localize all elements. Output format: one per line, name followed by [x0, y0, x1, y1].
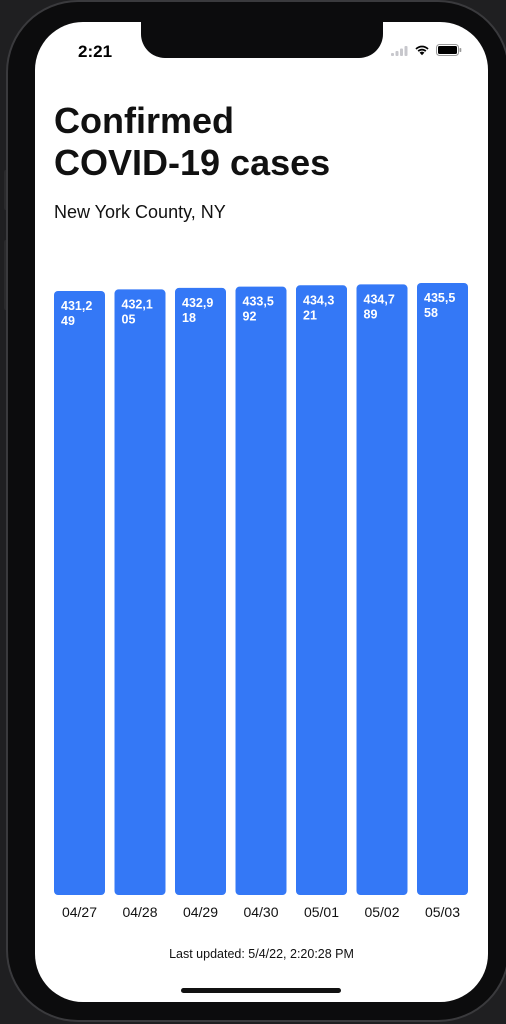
status-icons	[391, 44, 462, 56]
bar-value-label: 92	[243, 310, 257, 324]
title-line-2: COVID-19 cases	[54, 142, 331, 183]
bar-value-label: 58	[424, 306, 438, 320]
side-button	[4, 170, 8, 210]
page-title: Confirmed COVID-19 cases	[54, 100, 454, 184]
x-axis-tick-label: 05/02	[364, 904, 399, 920]
status-time: 2:21	[78, 42, 113, 61]
bar-value-label: 432,9	[182, 296, 213, 310]
cellular-signal-icon	[391, 45, 408, 56]
last-updated-label: Last updated: 5/4/22, 2:20:28 PM	[169, 947, 354, 961]
x-axis-tick-label: 04/28	[122, 904, 157, 920]
home-indicator	[181, 988, 341, 993]
x-axis-tick-label: 04/30	[243, 904, 278, 920]
bar-04-28	[114, 289, 166, 895]
volume-up-button	[4, 240, 8, 310]
x-axis-tick-label: 05/03	[425, 904, 460, 920]
bar-value-label: 435,5	[424, 291, 455, 305]
x-axis-tick-label: 05/01	[304, 904, 339, 920]
bar-04-27	[54, 291, 105, 895]
bar-value-label: 21	[303, 308, 317, 322]
bar-value-label: 432,1	[122, 297, 153, 311]
x-axis-tick-label: 04/27	[62, 904, 97, 920]
bar-05-02	[356, 284, 408, 895]
bar-value-label: 431,2	[61, 299, 92, 313]
notch	[141, 22, 383, 58]
phone-screen: 2:21 Confirmed COVID-19 cases	[35, 22, 488, 1002]
x-axis-tick-label: 04/29	[183, 904, 218, 920]
bar-value-label: 49	[61, 314, 75, 328]
bar-04-30	[235, 286, 287, 895]
bar-value-label: 05	[122, 312, 136, 326]
battery-icon	[436, 44, 462, 56]
cases-bar-chart: 431,249 04/27 432,105 04/28 432,918 04/29 433,…	[54, 283, 468, 920]
phone-frame: 2:21 Confirmed COVID-19 cases	[8, 2, 506, 1020]
bar-value-label: 434,7	[364, 292, 395, 306]
title-line-1: Confirmed	[54, 100, 234, 141]
bar-05-03	[417, 283, 468, 895]
bar-05-01	[296, 285, 347, 895]
bar-value-label: 18	[182, 311, 196, 325]
wifi-icon	[415, 45, 429, 56]
bar-value-label: 433,5	[243, 295, 274, 309]
location-subtitle: New York County, NY	[54, 202, 226, 222]
bar-value-label: 89	[364, 307, 378, 321]
bar-value-label: 434,3	[303, 293, 334, 307]
bar-04-29	[175, 287, 226, 895]
